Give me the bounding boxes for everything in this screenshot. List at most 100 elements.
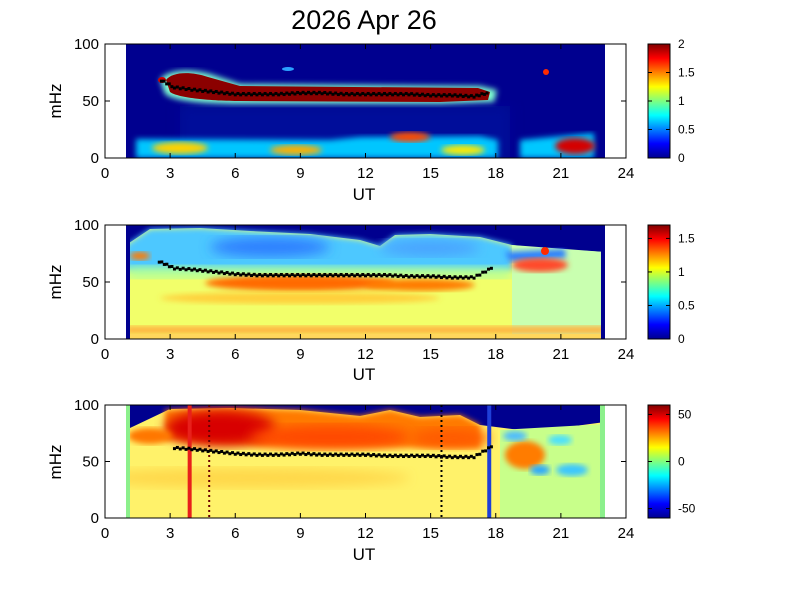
trace-marker (190, 88, 194, 92)
panel-1-xlabel: UT (353, 185, 376, 204)
trace-marker (418, 93, 422, 97)
trace-marker (217, 271, 221, 275)
trace-marker (382, 453, 386, 457)
trace-marker (434, 94, 438, 98)
trace-marker (374, 274, 378, 278)
trace-marker (307, 90, 311, 94)
trace-marker (393, 453, 397, 457)
trace-marker (255, 453, 259, 457)
trace-marker (288, 453, 292, 457)
xtick-label: 18 (487, 525, 504, 542)
trace-marker (195, 89, 199, 93)
xtick-label: 21 (553, 525, 570, 542)
trace-marker (220, 90, 224, 94)
trace-marker (404, 273, 408, 277)
trace-marker (212, 91, 216, 95)
trace-marker (172, 447, 176, 451)
xtick-label: 15 (422, 346, 439, 363)
trace-marker (358, 93, 362, 97)
xtick-label: 21 (553, 346, 570, 363)
trace-marker (157, 260, 161, 264)
trace-marker (184, 268, 188, 272)
trace-marker (312, 452, 316, 456)
trace-marker (342, 274, 346, 278)
trace-marker (377, 272, 381, 276)
xtick-label: 3 (166, 165, 174, 182)
trace-marker (263, 452, 267, 456)
trace-marker (404, 453, 408, 457)
trace-marker (178, 87, 182, 91)
trace-marker (193, 87, 197, 91)
trace-marker (369, 274, 373, 278)
ytick-label: 50 (82, 274, 99, 291)
trace-marker (434, 455, 438, 459)
trace-marker (336, 93, 340, 97)
trace-marker (334, 272, 338, 276)
trace-marker (241, 91, 245, 95)
trace-marker (317, 90, 321, 94)
trace-marker (382, 272, 386, 276)
trace-marker (339, 452, 343, 456)
trace-marker (426, 92, 430, 96)
ytick-label: 0 (91, 331, 99, 348)
trace-marker (252, 91, 256, 95)
xtick-label: 24 (618, 346, 635, 363)
xtick-label: 15 (422, 165, 439, 182)
trace-marker (353, 453, 357, 457)
trace-marker (415, 274, 419, 278)
trace-marker (391, 274, 395, 278)
trace-marker (334, 91, 338, 95)
trace-marker (175, 85, 179, 89)
trace-marker (198, 268, 202, 272)
trace-marker (396, 274, 400, 278)
trace-marker (439, 455, 443, 459)
trace-marker (481, 449, 485, 453)
trace-marker (336, 453, 340, 457)
trace-marker (290, 451, 294, 455)
trace-marker (361, 452, 365, 456)
trace-marker (307, 451, 311, 455)
xtick-label: 12 (357, 525, 374, 542)
trace-marker (323, 272, 327, 276)
panel-2: 0 3 6 9 12 15 18 21 24 0 50 100 UT mHz 0 0.5 1 1.5 (46, 217, 695, 384)
trace-marker (206, 270, 210, 274)
trace-marker (315, 274, 319, 278)
trace-marker (231, 271, 235, 275)
trace-marker (296, 90, 300, 94)
trace-marker (198, 88, 202, 92)
panel-1-colorbar: 0 0.5 1 1.5 2 (647, 37, 695, 165)
trace-marker (450, 456, 454, 460)
trace-marker (203, 268, 207, 272)
trace-marker (464, 275, 468, 279)
trace-marker (331, 453, 335, 457)
trace-marker (431, 93, 435, 97)
trace-marker (456, 94, 460, 98)
xtick-label: 3 (166, 525, 174, 542)
trace-marker (467, 276, 471, 280)
trace-marker (469, 94, 473, 98)
panel-3-marker-trace (172, 445, 493, 460)
trace-marker (282, 453, 286, 457)
trace-marker (175, 266, 179, 270)
trace-marker (181, 446, 185, 450)
trace-marker (482, 92, 486, 96)
trace-marker (320, 92, 324, 96)
xtick-label: 12 (357, 346, 374, 363)
panel-3-ylabel: mHz (46, 445, 65, 480)
trace-marker (407, 455, 411, 459)
trace-marker (241, 272, 245, 276)
colorbar-tick-label: 0 (678, 151, 685, 165)
trace-marker (159, 79, 163, 83)
trace-marker (184, 447, 188, 451)
trace-marker (472, 276, 476, 280)
trace-marker (277, 453, 281, 457)
trace-marker (399, 453, 403, 457)
trace-marker (377, 91, 381, 95)
trace-marker (206, 90, 210, 94)
trace-marker (429, 455, 433, 459)
trace-marker (431, 453, 435, 457)
trace-marker (250, 274, 254, 278)
trace-marker (225, 270, 229, 274)
xtick-label: 12 (357, 165, 374, 182)
